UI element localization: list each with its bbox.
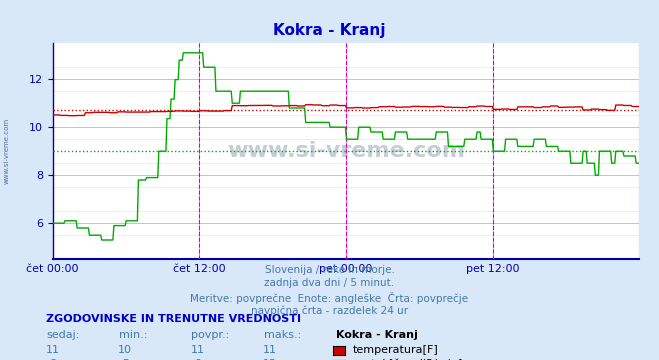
- Text: 11: 11: [263, 345, 277, 355]
- Text: min.:: min.:: [119, 330, 147, 341]
- Text: ZGODOVINSKE IN TRENUTNE VREDNOSTI: ZGODOVINSKE IN TRENUTNE VREDNOSTI: [46, 314, 301, 324]
- Text: www.si-vreme.com: www.si-vreme.com: [227, 141, 465, 161]
- Text: Slovenija / reke in morje.: Slovenija / reke in morje.: [264, 265, 395, 275]
- Text: zadnja dva dni / 5 minut.: zadnja dva dni / 5 minut.: [264, 278, 395, 288]
- Text: 5: 5: [122, 359, 129, 360]
- Text: 13: 13: [263, 359, 277, 360]
- Text: Kokra - Kranj: Kokra - Kranj: [273, 23, 386, 39]
- Text: pretok[čevelj3/min]: pretok[čevelj3/min]: [353, 359, 462, 360]
- Text: 11: 11: [190, 345, 205, 355]
- Text: Meritve: povprečne  Enote: angleške  Črta: povprečje: Meritve: povprečne Enote: angleške Črta:…: [190, 292, 469, 304]
- Text: sedaj:: sedaj:: [46, 330, 80, 341]
- Text: povpr.:: povpr.:: [191, 330, 229, 341]
- Text: 8: 8: [49, 359, 56, 360]
- Text: www.si-vreme.com: www.si-vreme.com: [3, 118, 10, 184]
- Text: Kokra - Kranj: Kokra - Kranj: [336, 330, 418, 341]
- Text: maks.:: maks.:: [264, 330, 301, 341]
- Text: 9: 9: [194, 359, 201, 360]
- Text: 10: 10: [118, 345, 132, 355]
- Text: navpična črta - razdelek 24 ur: navpična črta - razdelek 24 ur: [251, 306, 408, 316]
- Text: temperatura[F]: temperatura[F]: [353, 345, 438, 355]
- Text: 11: 11: [45, 345, 60, 355]
